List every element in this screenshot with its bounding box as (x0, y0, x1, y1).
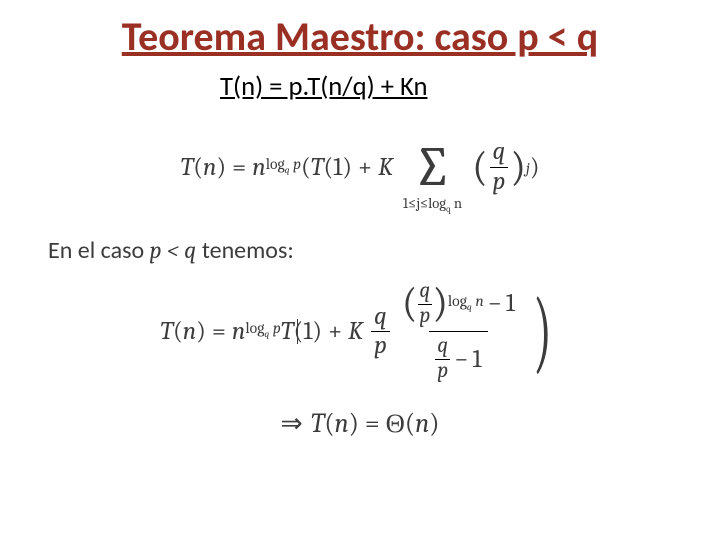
eq1-open-paren: ( (301, 153, 311, 182)
eq2-plus: + (328, 317, 342, 346)
eq2-T1-lpar: ( (294, 317, 304, 346)
slide: Teorema Maestro: caso p < q T(n) = p.T(n… (0, 0, 720, 540)
equation-result: ⇒ T ( n ) = Θ ( n ) (40, 408, 680, 439)
eq1-T1-rpar: ) (342, 153, 352, 182)
eq2-geo-num-frac: q p (417, 281, 432, 327)
eq2-geo-den-one: 1 (472, 347, 481, 372)
eq1-qp-fraction: q p (490, 139, 509, 195)
eq3-T: T (311, 408, 324, 439)
eq2-geo-num-minus: − (488, 291, 502, 316)
eq2-exp-log: log (245, 319, 264, 337)
eq2-geo-num-one: 1 (506, 291, 515, 316)
eq1-lhs-T: T (181, 153, 194, 182)
eq1-K: K (378, 153, 393, 182)
eq2-geo-den-frac-den: p (435, 359, 450, 383)
cursor-icon (297, 319, 298, 344)
eq3-equals: = (365, 408, 380, 439)
eq2-T1-rpar: ) (312, 317, 322, 346)
eq1-rparen-lhs: ) (216, 153, 226, 182)
eq3-lpar: ( (324, 408, 334, 439)
eq2-qp-den: p (371, 331, 390, 360)
equation-expanded-sum: T ( n ) = n logq p ( T ( 1 ) + K ∑ 1≤j≤l… (40, 123, 680, 212)
eq1-sigma-lower: 1≤j≤logq n (403, 197, 462, 212)
eq2-geo-den-minus: − (454, 347, 468, 372)
recurrence-equation: T(n) = p.T(n/q) + Kn (220, 71, 680, 103)
eq1-exp-p: p (293, 155, 301, 173)
eq1-T1-arg: 1 (333, 153, 342, 182)
eq2-geometric-fraction: ( q p ) logq n − 1 q p − 1 (396, 279, 521, 384)
eq2-T1-arg: 1 (303, 317, 312, 346)
eq2-geo-num-frac-num: q (417, 281, 432, 304)
equation-closed-form: T ( n ) = n logq p T ( 1 ) + K q p ( q p (40, 279, 680, 384)
eq1-T1-T: T (311, 153, 324, 182)
eq2-geo-den-frac: q p (435, 336, 450, 382)
eq1-sigma: ∑ 1≤j≤logq n (403, 123, 462, 212)
eq2-qp-fraction: q p (371, 304, 390, 360)
eq2-equals: = (212, 317, 226, 346)
eq2-T1-lpar-wrap: ( (294, 317, 304, 346)
eq2-qp-num: q (371, 304, 390, 332)
theta-icon: Θ (386, 408, 405, 439)
eq2-geo-num: ( q p ) logq n − 1 (396, 279, 521, 331)
eq1-lhs-arg: n (203, 153, 216, 182)
eq2-geo-den: q p − 1 (429, 331, 487, 384)
eq1-plus: + (358, 153, 372, 182)
eq2-geo-num-exp: logq n (448, 301, 484, 308)
eq1-lparen-lhs: ( (193, 153, 203, 182)
eq1-frac-den: p (490, 167, 509, 196)
eq1-sigma-lower-n: n (451, 195, 462, 212)
eq1-T1-lpar: ( (323, 153, 333, 182)
eq1-frac-num: q (490, 139, 509, 167)
eq3-lpar2: ( (405, 408, 415, 439)
case-condition-text: En el caso p < q tenemos: (48, 236, 680, 265)
eq3-rpar2: ) (429, 408, 439, 439)
eq2-geo-num-exp-n: n (472, 292, 484, 310)
eq1-exponent: logq p (266, 164, 301, 171)
slide-title: Teorema Maestro: caso p < q (40, 12, 680, 61)
eq2-T1-T: T (281, 317, 294, 346)
case-prefix: En el caso (48, 236, 150, 265)
eq2-geo-num-frac-den: p (418, 304, 433, 328)
eq1-equals: = (232, 153, 246, 182)
eq2-n: n (232, 317, 245, 346)
eq1-sigma-lower-left: 1≤ (403, 195, 416, 212)
eq3-rpar: ) (349, 408, 359, 439)
sigma-icon: ∑ (413, 140, 452, 196)
eq1-exp-log: log (266, 155, 285, 173)
eq1-n: n (252, 153, 265, 182)
eq2-rpar-lhs: ) (196, 317, 206, 346)
eq2-lpar-lhs: ( (173, 317, 183, 346)
eq2-geo-den-frac-num: q (435, 336, 450, 359)
eq2-lhs-arg: n (183, 317, 196, 346)
eq2-K: K (348, 317, 363, 346)
eq1-sigma-lower-mid: ≤log (420, 195, 446, 212)
eq2-lhs-T: T (160, 317, 173, 346)
eq1-close-paren: ) (530, 153, 540, 182)
eq3-arg: n (335, 408, 349, 439)
implies-icon: ⇒ (281, 408, 303, 439)
eq2-geo-num-exp-log: log (448, 292, 467, 310)
case-suffix: tenemos: (196, 236, 293, 265)
eq2-exponent: logq p (245, 328, 280, 335)
eq3-arg2: n (415, 408, 429, 439)
eq2-exp-p: p (273, 319, 281, 337)
case-cond: p < q (150, 236, 197, 264)
